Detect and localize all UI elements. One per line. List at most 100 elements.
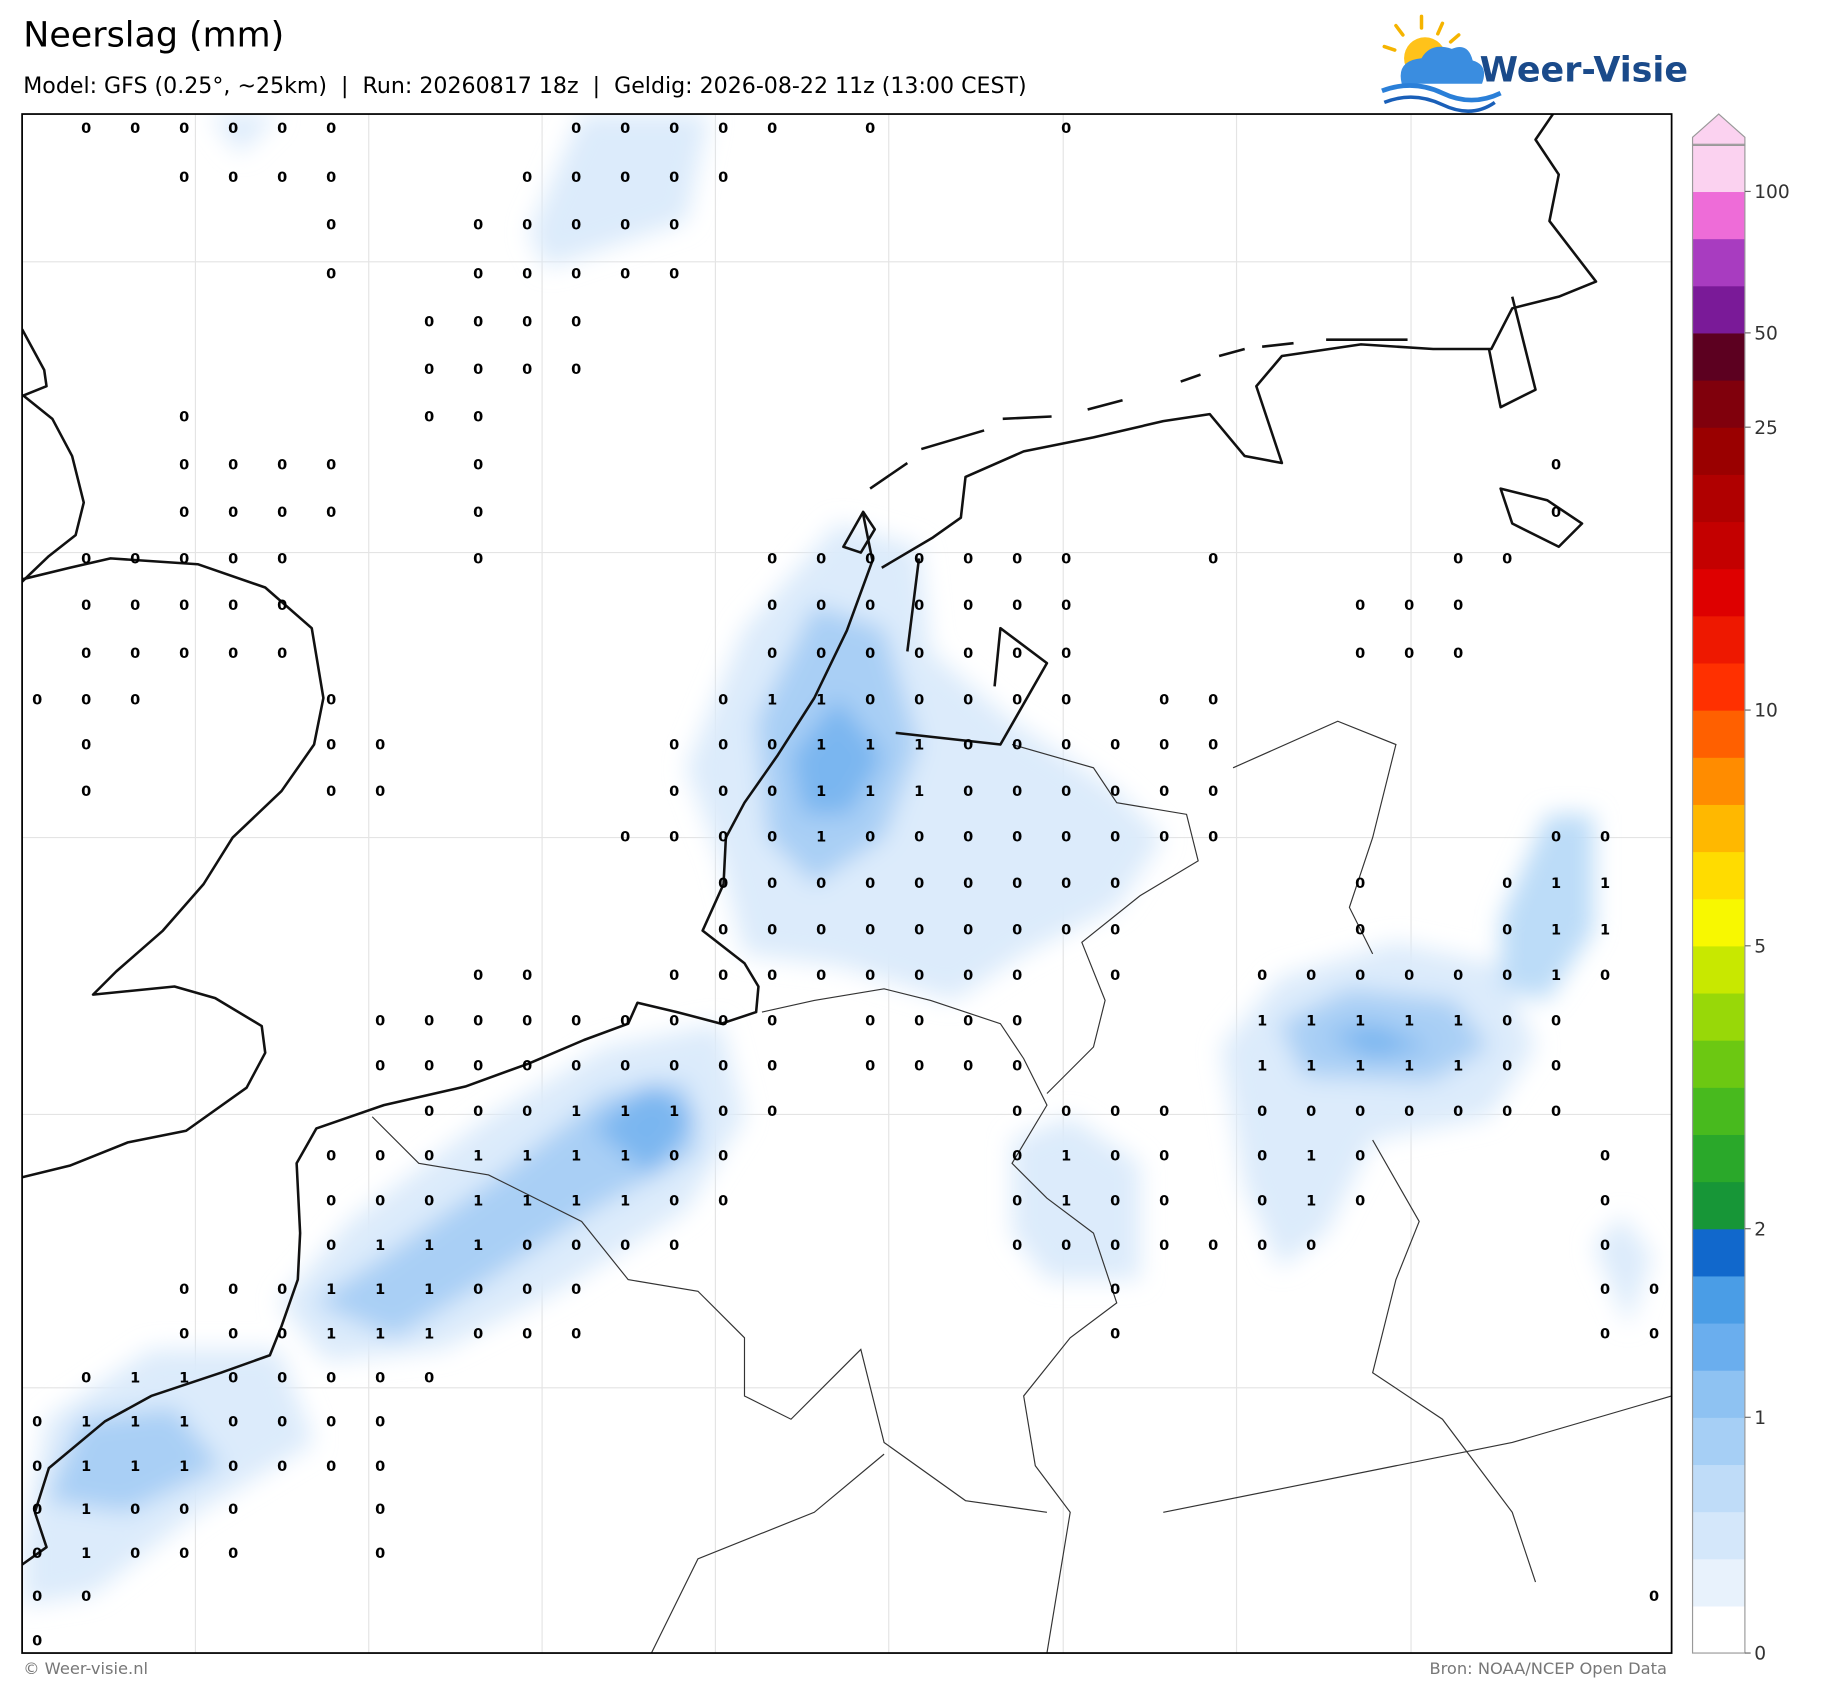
grid-value: 0 [179, 1502, 189, 1518]
borders [371, 720, 1672, 1654]
colorbar-tick-label: 0 [1754, 1644, 1766, 1665]
grid-value: 1 [522, 1194, 532, 1210]
grid-value: 0 [620, 218, 630, 234]
grid-value: 0 [424, 362, 434, 378]
grid-value: 0 [963, 738, 973, 754]
grid-value: 0 [375, 1371, 385, 1387]
grid-value: 0 [1600, 1238, 1610, 1254]
grid-value: 0 [1600, 1194, 1610, 1210]
grid-value: 0 [1012, 784, 1022, 800]
grid-value: 0 [1208, 552, 1218, 568]
grid-value: 1 [816, 830, 826, 846]
grid-value: 0 [669, 1238, 679, 1254]
grid-value: 0 [522, 1282, 532, 1298]
grid-value: 1 [1306, 1013, 1316, 1029]
grid-value: 0 [1012, 552, 1022, 568]
grid-value: 0 [473, 362, 483, 378]
precip-shading [23, 114, 1652, 1606]
grid-value: 0 [620, 830, 630, 846]
grid-value: 0 [1012, 1238, 1022, 1254]
grid-value: 0 [718, 1059, 728, 1075]
grid-value: 1 [1257, 1013, 1267, 1029]
grid-value: 0 [816, 923, 826, 939]
grid-value: 0 [767, 1059, 777, 1075]
grid-value: 1 [522, 1148, 532, 1164]
grid-value: 0 [669, 121, 679, 137]
grid-value: 0 [473, 218, 483, 234]
grid-value: 0 [326, 1148, 336, 1164]
grid-value: 0 [1355, 1194, 1365, 1210]
grid-value: 0 [1061, 876, 1071, 892]
grid-value: 0 [32, 1459, 42, 1475]
grid-value: 0 [767, 1013, 777, 1029]
grid-value: 0 [1159, 738, 1169, 754]
grid-value: 0 [718, 1148, 728, 1164]
grid-value: 1 [1306, 1148, 1316, 1164]
grid-value: 0 [571, 1059, 581, 1075]
grid-value: 0 [179, 646, 189, 662]
grid-value: 0 [865, 923, 875, 939]
grid-value: 0 [179, 457, 189, 473]
grid-value: 0 [1551, 1013, 1561, 1029]
grid-value: 0 [473, 410, 483, 426]
grid-value: 0 [1012, 1148, 1022, 1164]
grid-value: 0 [865, 646, 875, 662]
grid-value: 0 [1306, 968, 1316, 984]
grid-value: 0 [718, 170, 728, 186]
grid-value: 0 [473, 552, 483, 568]
grid-value: 0 [81, 784, 91, 800]
grid-value: 1 [816, 738, 826, 754]
grid-value: 0 [1159, 1238, 1169, 1254]
grid-value: 0 [865, 876, 875, 892]
colorbar-segment [1692, 851, 1745, 900]
grid-value: 0 [375, 1459, 385, 1475]
grid-value: 0 [473, 505, 483, 521]
colorbar-tick-label: 100 [1754, 182, 1790, 203]
grid-value: 0 [1012, 968, 1022, 984]
grid-value: 0 [326, 738, 336, 754]
grid-value: 0 [277, 552, 287, 568]
grid-value: 1 [81, 1415, 91, 1431]
grid-value: 0 [1208, 738, 1218, 754]
grid-value: 0 [963, 1013, 973, 1029]
grid-value: 0 [767, 552, 777, 568]
colorbar-segment [1692, 1370, 1745, 1418]
grid-labels: 0 0 0 0 0 0 0 0 0 0 0 0 0 0 0 0 0 0 0 0 0 0 0 0 0 0 0 0 0 0 0 0 0 0 0 0 0 0 0 0… [32, 121, 1659, 1649]
grid-value: 0 [865, 1059, 875, 1075]
grid-value: 0 [277, 457, 287, 473]
grid-value: 0 [179, 1546, 189, 1562]
grid-value: 0 [473, 1104, 483, 1120]
grid-value: 0 [571, 218, 581, 234]
grid-value: 1 [424, 1326, 434, 1342]
title: Neerslag (mm) [23, 16, 284, 56]
grid-value: 0 [1600, 1148, 1610, 1164]
colorbar-segment [1692, 1275, 1745, 1324]
grid-value: 0 [424, 1104, 434, 1120]
grid-value: 0 [179, 1326, 189, 1342]
grid-value: 0 [326, 1238, 336, 1254]
grid-value: 0 [522, 1104, 532, 1120]
grid-value: 0 [1012, 738, 1022, 754]
grid-value: 1 [620, 1194, 630, 1210]
grid-value: 1 [816, 784, 826, 800]
grid-value: 0 [1061, 646, 1071, 662]
colorbar-extend-arrow [1691, 113, 1746, 147]
grid-value: 0 [424, 314, 434, 330]
grid-value: 0 [32, 1546, 42, 1562]
grid-value: 0 [424, 1371, 434, 1387]
grid-value: 0 [718, 923, 728, 939]
grid-value: 1 [130, 1459, 140, 1475]
colorbar-segment [1692, 1511, 1745, 1560]
grid-value: 0 [228, 121, 238, 137]
grid-value: 0 [963, 692, 973, 708]
grid-value: 0 [914, 830, 924, 846]
grid-value: 0 [571, 267, 581, 283]
grid-value: 1 [620, 1104, 630, 1120]
grid-value: 0 [1404, 1104, 1414, 1120]
grid-value: 1 [1404, 1013, 1414, 1029]
colorbar-tick-label: 2 [1754, 1219, 1766, 1240]
grid-value: 0 [963, 646, 973, 662]
grid-value: 0 [1110, 876, 1120, 892]
colorbar-segment [1692, 992, 1745, 1041]
